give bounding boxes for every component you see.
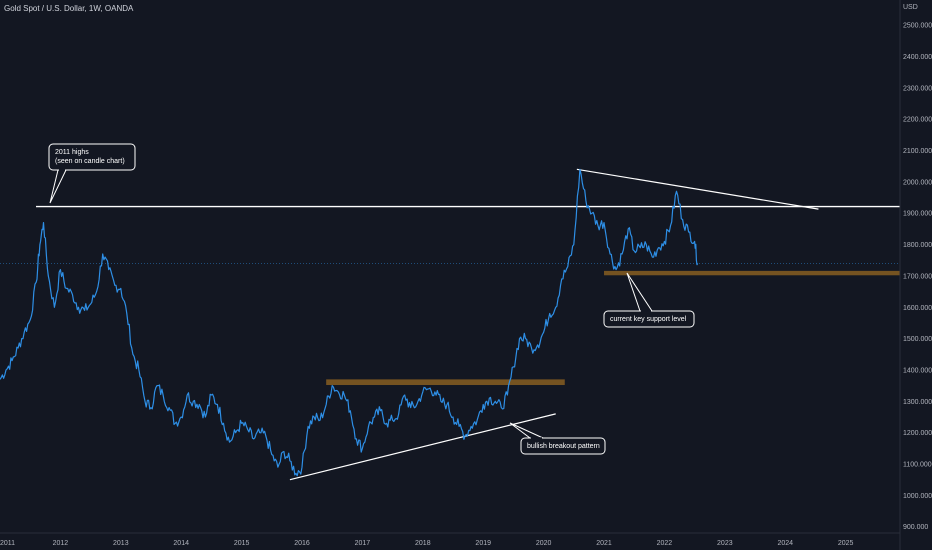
callout-pointer: [49, 169, 67, 204]
callout-pointer: [509, 422, 544, 439]
callout-0[interactable]: 2011 highs (seen on candle chart): [48, 143, 136, 204]
support-zone[interactable]: [604, 270, 900, 276]
callout-text: (seen on candle chart): [55, 158, 125, 165]
y-tick-label: 2200.000: [903, 117, 932, 124]
x-tick-label: 2011: [0, 540, 15, 547]
callout-text: 2011 highs: [55, 149, 89, 156]
y-tick-label: 900.000: [903, 524, 928, 531]
y-tick-label: 1900.000: [903, 211, 932, 218]
y-tick-label: 2000.000: [903, 179, 932, 186]
callout-box: [48, 143, 136, 171]
callout-text: current key support level: [610, 316, 687, 323]
x-tick-label: 2017: [355, 540, 371, 547]
y-tick-label: 1200.000: [903, 430, 932, 437]
currency-label: USD: [903, 4, 918, 11]
y-tick-label: 1300.000: [903, 399, 932, 406]
y-tick-label: 1600.000: [903, 305, 932, 312]
x-tick-label: 2012: [53, 540, 69, 547]
chart-title: Gold Spot / U.S. Dollar, 1W, OANDA: [4, 4, 134, 13]
y-axis-panel[interactable]: [900, 0, 932, 550]
callout-box: [520, 437, 606, 455]
y-tick-label: 1100.000: [903, 462, 932, 469]
ascending-trendline[interactable]: [289, 413, 556, 481]
y-tick-label: 2100.000: [903, 148, 932, 155]
callout-2[interactable]: bullish breakout pattern: [509, 422, 606, 455]
x-tick-label: 2015: [234, 540, 250, 547]
y-tick-label: 1500.000: [903, 336, 932, 343]
x-tick-label: 2014: [173, 540, 189, 547]
descending-trendline[interactable]: [576, 168, 819, 210]
y-tick-label: 2400.000: [903, 54, 932, 61]
y-tick-label: 1700.000: [903, 273, 932, 280]
y-tick-label: 2300.000: [903, 85, 932, 92]
y-tick-label: 2500.000: [903, 23, 932, 30]
x-tick-label: 2025: [838, 540, 854, 547]
x-tick-label: 2018: [415, 540, 431, 547]
y-tick-label: 1400.000: [903, 367, 932, 374]
x-tick-label: 2022: [657, 540, 673, 547]
x-tick-label: 2021: [596, 540, 612, 547]
resistance-zone[interactable]: [326, 379, 565, 386]
price-series-line[interactable]: [0, 168, 699, 477]
x-tick-label: 2016: [294, 540, 310, 547]
callout-1[interactable]: current key support level: [603, 272, 695, 328]
callout-pointer: [626, 272, 653, 312]
y-tick-label: 1800.000: [903, 242, 932, 249]
x-tick-label: 2020: [536, 540, 552, 547]
callout-text: bullish breakout pattern: [527, 443, 600, 450]
x-tick-label: 2023: [717, 540, 733, 547]
x-tick-label: 2013: [113, 540, 129, 547]
x-tick-label: 2024: [777, 540, 793, 547]
y-tick-label: 1000.000: [903, 493, 932, 500]
x-tick-label: 2019: [475, 540, 491, 547]
